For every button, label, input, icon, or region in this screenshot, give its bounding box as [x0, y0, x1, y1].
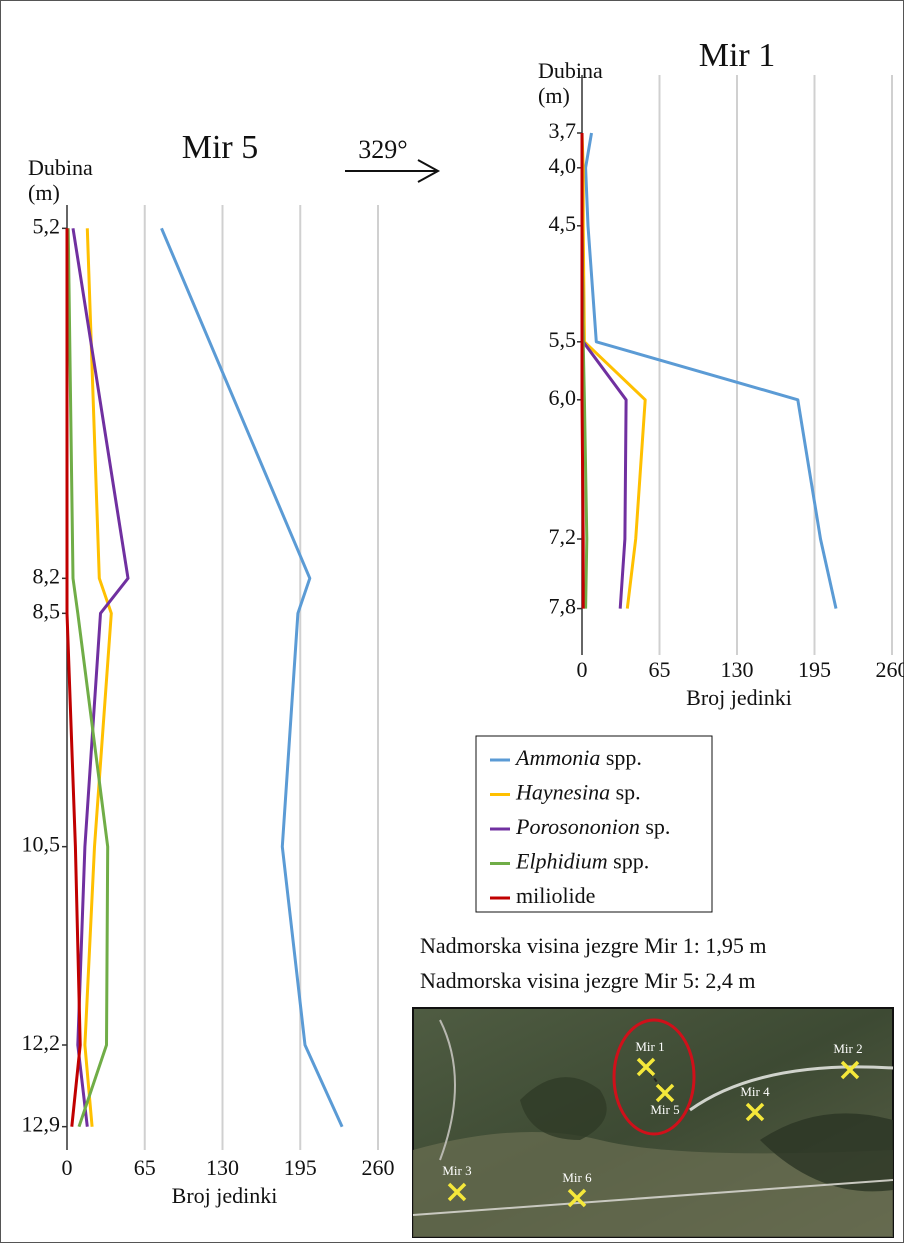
x-tick-label: 130 [206, 1155, 239, 1180]
y-tick-label: 5,2 [33, 213, 61, 238]
y-tick-label: 8,2 [33, 563, 61, 588]
y-tick-label: 10,5 [22, 832, 61, 857]
legend-label: Elphidium spp. [515, 849, 649, 874]
x-tick-label: 130 [721, 657, 754, 682]
legend-label: Ammonia spp. [514, 745, 642, 770]
legend-label: Porosononion sp. [515, 814, 670, 839]
y-axis-label: Dubina [28, 155, 93, 180]
chart-title: Mir 5 [182, 129, 259, 166]
site-label: Mir 2 [833, 1041, 862, 1056]
y-tick-label: 5,5 [549, 327, 577, 352]
y-axis-label: Dubina [538, 58, 603, 83]
chart-title: Mir 1 [699, 37, 776, 74]
x-tick-label: 195 [284, 1155, 317, 1180]
legend-label: miliolide [516, 883, 595, 908]
series-line [582, 133, 583, 609]
y-tick-label: 6,0 [549, 385, 577, 410]
site-label: Mir 5 [650, 1102, 679, 1117]
x-axis-label: Broj jedinki [686, 685, 792, 710]
y-tick-label: 7,8 [549, 594, 577, 619]
site-label: Mir 6 [562, 1170, 592, 1185]
note: Nadmorska visina jezgre Mir 1: 1,95 m [420, 933, 766, 958]
x-tick-label: 0 [62, 1155, 73, 1180]
y-axis-label: (m) [28, 180, 60, 205]
legend-label: Haynesina sp. [515, 780, 641, 805]
y-tick-label: 12,9 [22, 1112, 61, 1137]
direction-label: 329° [358, 135, 407, 164]
site-label: Mir 4 [740, 1084, 770, 1099]
y-tick-label: 4,0 [549, 153, 577, 178]
x-tick-label: 260 [362, 1155, 395, 1180]
x-tick-label: 260 [876, 657, 904, 682]
x-tick-label: 195 [798, 657, 831, 682]
x-tick-label: 65 [134, 1155, 156, 1180]
y-tick-label: 12,2 [22, 1030, 61, 1055]
x-axis-label: Broj jedinki [172, 1183, 278, 1208]
x-tick-label: 65 [649, 657, 671, 682]
figure: 329° Ammonia spp. Haynesina sp. Porosononi… [0, 0, 904, 1243]
y-tick-label: 3,7 [549, 118, 577, 143]
x-tick-label: 0 [577, 657, 588, 682]
y-axis-label: (m) [538, 83, 570, 108]
y-tick-label: 8,5 [33, 598, 61, 623]
site-label: Mir 3 [442, 1163, 471, 1178]
note: Nadmorska visina jezgre Mir 5: 2,4 m [420, 968, 755, 993]
y-tick-label: 7,2 [549, 524, 577, 549]
y-tick-label: 4,5 [549, 211, 577, 236]
site-label: Mir 1 [635, 1039, 664, 1054]
